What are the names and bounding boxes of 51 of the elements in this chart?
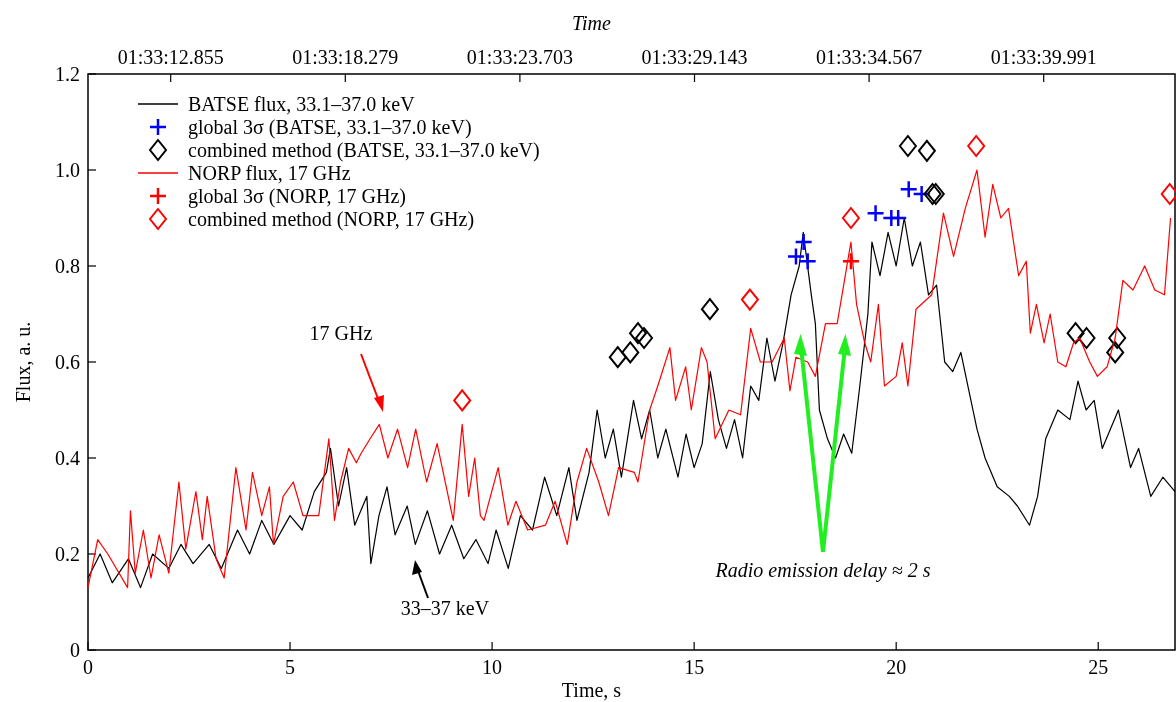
annotation: 33–37 keV bbox=[400, 597, 490, 619]
text: 01:33:18.279 bbox=[292, 46, 399, 68]
y-tick-label: 1.2 bbox=[55, 63, 80, 85]
legend-label: combined method (BATSE, 33.1–37.0 keV) bbox=[188, 139, 540, 162]
y-axis-title: Flux, a. u. bbox=[12, 321, 34, 403]
legend-label: global 3σ (BATSE, 33.1–37.0 keV) bbox=[188, 116, 472, 139]
text: 01:33:23.703 bbox=[466, 46, 573, 68]
x-tick-label: 15 bbox=[684, 656, 705, 678]
x2-axis-title: Time bbox=[572, 12, 612, 34]
point bbox=[794, 232, 813, 252]
x-tick-label: 25 bbox=[1088, 656, 1109, 678]
point bbox=[1077, 327, 1096, 349]
legend-label: BATSE flux, 33.1–37.0 keV bbox=[188, 93, 416, 115]
legend-label: global 3σ (NORP, 17 GHz) bbox=[188, 185, 406, 208]
y-tick-label: 0.4 bbox=[55, 447, 80, 469]
point bbox=[1066, 322, 1085, 345]
point bbox=[608, 346, 627, 369]
point bbox=[866, 203, 885, 223]
point bbox=[740, 288, 759, 311]
point bbox=[798, 251, 817, 271]
annotation: Radio emission delay ≈ 2 s bbox=[714, 559, 931, 582]
point bbox=[1106, 341, 1125, 364]
y-tick-label: 0.6 bbox=[55, 351, 80, 373]
y-tick-label: 0 bbox=[70, 639, 80, 661]
point bbox=[898, 135, 917, 157]
y-tick-label: 0.8 bbox=[55, 255, 80, 277]
point bbox=[899, 179, 918, 199]
x-tick-label: 20 bbox=[886, 656, 907, 678]
text: 01:33:39.991 bbox=[990, 46, 1097, 68]
annotation: 17 GHz bbox=[309, 322, 373, 344]
point bbox=[917, 139, 936, 162]
x-tick-label: 5 bbox=[285, 656, 296, 678]
point bbox=[635, 327, 654, 349]
point bbox=[841, 251, 861, 271]
text: 01:33:29.143 bbox=[641, 46, 748, 68]
text: 01:33:12.855 bbox=[117, 46, 224, 68]
y-tick-label: 0.2 bbox=[55, 543, 80, 565]
point bbox=[786, 247, 806, 266]
point bbox=[621, 341, 640, 364]
legend-label: combined method (NORP, 17 GHz) bbox=[188, 208, 475, 231]
point bbox=[841, 207, 860, 229]
point bbox=[1108, 327, 1127, 349]
point bbox=[453, 389, 472, 412]
y-tick-label: 1.0 bbox=[55, 159, 80, 181]
x-axis-title: Time, s bbox=[561, 679, 622, 701]
text: 01:33:34.567 bbox=[816, 46, 923, 68]
legend-label: NORP flux, 17 GHz bbox=[188, 162, 351, 184]
point bbox=[628, 322, 647, 345]
point bbox=[700, 298, 719, 321]
x-tick-label: 10 bbox=[482, 656, 503, 678]
point bbox=[967, 135, 986, 157]
